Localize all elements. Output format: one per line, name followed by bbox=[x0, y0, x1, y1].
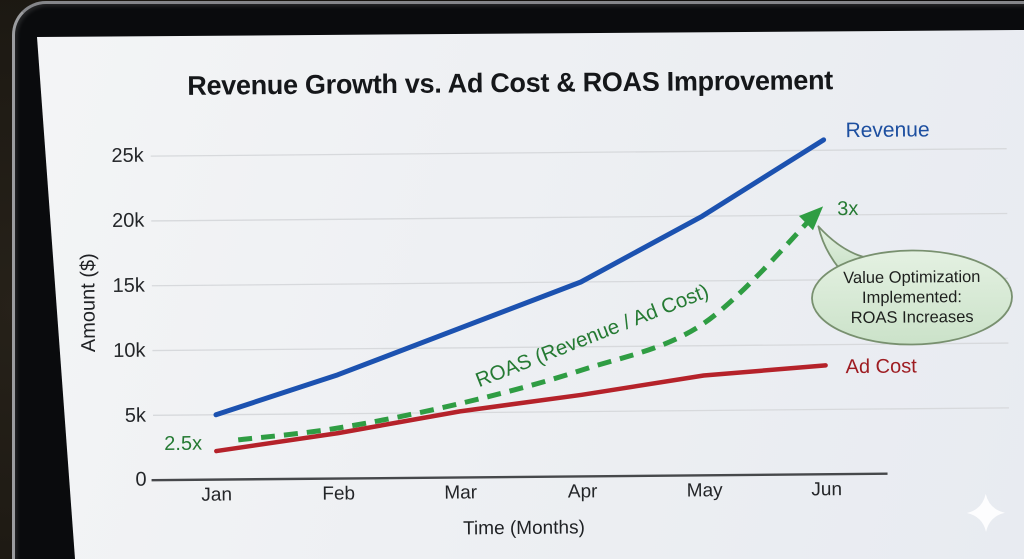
x-tick-apr: Apr bbox=[567, 481, 598, 503]
callout-text: Value Optimization Implemented: ROAS Inc… bbox=[843, 267, 981, 328]
y-tick-15k: 15k bbox=[112, 274, 145, 297]
callout-ellipse bbox=[811, 249, 1013, 346]
gridline-20000 bbox=[151, 212, 1008, 222]
x-tick-jan: Jan bbox=[201, 484, 233, 506]
y-axis-label: Amount ($) bbox=[77, 253, 100, 353]
callout-text-line-3: ROAS Increases bbox=[850, 307, 974, 328]
revenue-line bbox=[213, 137, 827, 418]
roas-start-value-label: 2.5x bbox=[164, 432, 203, 456]
callout-text-line-2: Implemented: bbox=[861, 288, 963, 307]
chart-title: Revenue Growth vs. Ad Cost & ROAS Improv… bbox=[187, 65, 834, 101]
x-axis-label: Time (Months) bbox=[463, 517, 585, 540]
gridline-25000 bbox=[150, 148, 1007, 157]
callout-text-line-1: Value Optimization bbox=[843, 267, 981, 288]
sparkle-icon bbox=[966, 493, 1005, 532]
x-tick-mar: Mar bbox=[444, 482, 478, 504]
adcost-series-label: Ad Cost bbox=[845, 355, 917, 379]
y-tick-10k: 10k bbox=[113, 339, 146, 362]
y-tick-20k: 20k bbox=[111, 209, 145, 232]
callout-bubble bbox=[811, 225, 1013, 346]
x-tick-jun: Jun bbox=[811, 479, 843, 501]
gridline-5000 bbox=[152, 407, 1009, 416]
gridline-10000 bbox=[152, 342, 1009, 352]
adcost-line bbox=[214, 363, 828, 454]
plot-layer bbox=[150, 137, 1009, 482]
revenue-series-label: Revenue bbox=[845, 118, 930, 143]
roas-arrowhead-icon bbox=[798, 206, 824, 231]
x-tick-may: May bbox=[686, 480, 723, 502]
roas-dashed-line bbox=[237, 209, 820, 443]
y-tick-25k: 25k bbox=[111, 144, 144, 167]
roas-end-value-label: 3x bbox=[837, 197, 859, 221]
y-tick-0: 0 bbox=[135, 468, 147, 491]
x-axis-line bbox=[151, 472, 888, 482]
y-tick-5k: 5k bbox=[124, 404, 147, 427]
x-tick-feb: Feb bbox=[322, 483, 356, 505]
